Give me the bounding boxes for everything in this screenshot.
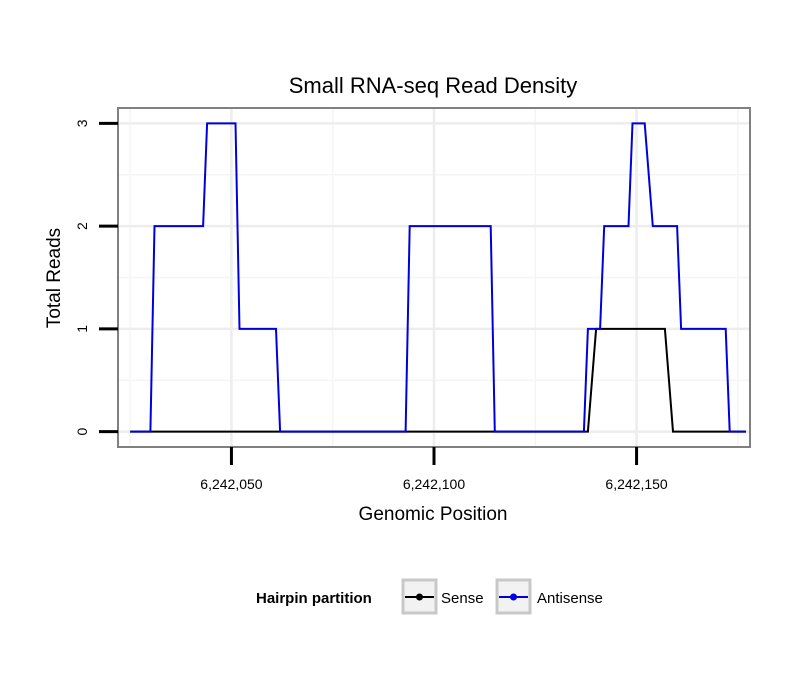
plot-lines [130,122,746,433]
legend-key-dot-antisense [510,593,517,601]
x-tick-label: 6,242,150 [605,476,667,492]
grid [118,108,750,447]
x-axis-title: Genomic Position [359,504,508,525]
legend-label-sense: Sense [441,590,484,607]
legend-title: Hairpin partition [256,590,372,607]
y-tick-label: 3 [74,119,90,127]
legend-label-antisense: Antisense [537,590,603,607]
x-tick-label: 6,242,050 [200,476,262,492]
y-tick-label: 2 [74,222,90,230]
y-axis-title: Total Reads [44,228,65,328]
y-tick-label: 0 [74,427,90,435]
axes: 0 1 2 3 6,242,050 6,242,100 6,242,150 [74,119,668,492]
x-tick-label: 6,242,100 [403,476,465,492]
legend: Hairpin partition Sense Antisense [256,578,603,615]
legend-key-dot-sense [416,593,423,601]
y-tick-label: 1 [74,325,90,333]
series-line-antisense [130,122,746,433]
chart-title: Small RNA-seq Read Density [289,73,578,98]
